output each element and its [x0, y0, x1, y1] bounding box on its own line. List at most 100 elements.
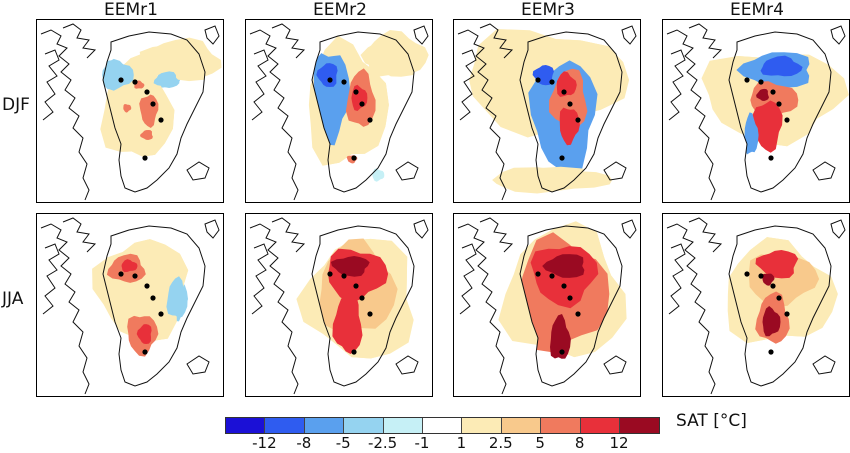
coastline: [812, 355, 836, 375]
anomaly-contour: [332, 292, 363, 354]
station-marker: [150, 101, 156, 107]
anomaly-map: [666, 23, 849, 201]
coastline: [621, 219, 637, 239]
station-marker: [367, 117, 373, 123]
coastline: [251, 49, 269, 121]
coastline: [830, 219, 846, 239]
station-marker: [567, 295, 573, 301]
coastline: [251, 243, 269, 315]
station-marker: [535, 271, 541, 277]
colorbar-tick-label: -12: [252, 434, 277, 452]
station-marker: [744, 77, 750, 83]
station-marker: [351, 155, 357, 161]
coastline: [102, 31, 206, 193]
coastline: [186, 355, 210, 375]
coastline: [830, 25, 846, 45]
station-marker: [158, 311, 164, 317]
anomaly-map: [666, 217, 846, 395]
coastline: [668, 49, 686, 121]
colorbar-swatch: [541, 418, 581, 433]
colorbar-title: SAT [°C]: [676, 411, 747, 431]
colorbar-tick-label: 2.5: [488, 434, 513, 452]
coastline: [249, 29, 299, 201]
coastline: [728, 225, 832, 387]
map-panel: [245, 19, 433, 203]
anomaly-contour: [140, 130, 153, 140]
coastline: [519, 31, 623, 193]
column-title-2: EEMr2: [313, 0, 367, 20]
map-panel: [453, 19, 641, 203]
colorbar-swatch: [462, 418, 502, 433]
coastline: [812, 161, 836, 181]
anomaly-contour: [542, 254, 585, 278]
station-marker: [768, 349, 774, 355]
station-marker: [150, 295, 156, 301]
column-title-3: EEMr3: [521, 0, 575, 20]
coastline: [311, 225, 415, 387]
station-marker: [549, 79, 555, 85]
column-title-1: EEMr1: [104, 0, 158, 20]
coastline: [688, 23, 723, 59]
coastline: [621, 25, 637, 45]
colorbar-swatch: [304, 418, 345, 433]
coastline: [42, 49, 60, 121]
station-marker: [575, 117, 581, 123]
station-marker: [758, 79, 764, 85]
station-marker: [327, 271, 333, 277]
column-title-4: EEMr4: [730, 0, 784, 20]
coastline: [457, 223, 507, 395]
coastline: [479, 217, 514, 253]
coastline: [40, 223, 90, 395]
station-marker: [561, 283, 567, 289]
colorbar-swatch: [226, 418, 266, 433]
colorbar-swatch: [344, 418, 384, 433]
station-marker: [144, 283, 150, 289]
station-marker: [158, 117, 164, 123]
coastline: [666, 223, 716, 395]
colorbar-tick-label: -2.5: [367, 434, 398, 452]
colorbar-swatch: [383, 418, 423, 433]
colorbar-tick-label: -1: [414, 434, 430, 452]
station-marker: [776, 101, 782, 107]
station-marker: [359, 295, 365, 301]
coastline: [459, 49, 477, 121]
map-panel: [662, 19, 850, 203]
station-marker: [535, 77, 541, 83]
station-marker: [132, 273, 138, 279]
row-label-jja: JJA: [2, 289, 24, 309]
station-marker: [744, 271, 750, 277]
station-marker: [784, 117, 790, 123]
station-marker: [142, 155, 148, 161]
coastline: [249, 223, 299, 395]
station-marker: [118, 77, 124, 83]
row-label-djf: DJF: [2, 95, 30, 115]
station-marker: [561, 89, 567, 95]
station-marker: [776, 295, 782, 301]
anomaly-contour: [166, 276, 188, 318]
coastline: [311, 31, 415, 193]
coastline: [728, 31, 832, 193]
colorbar-swatch: [265, 418, 305, 433]
anomaly-contour: [762, 306, 781, 337]
anomaly-map: [249, 217, 429, 395]
colorbar-tick-label: 12: [609, 434, 629, 452]
map-panel: [245, 213, 433, 397]
coastline: [479, 23, 514, 59]
station-marker: [559, 155, 565, 161]
station-marker: [341, 79, 347, 85]
station-marker: [341, 273, 347, 279]
coastline: [519, 225, 623, 387]
anomaly-contour: [372, 168, 385, 182]
anomaly-contour: [136, 324, 152, 344]
station-marker: [770, 283, 776, 289]
anomaly-contour: [752, 100, 783, 153]
station-marker: [367, 311, 373, 317]
colorbar-tick-label: -8: [296, 434, 312, 452]
colorbar-swatch: [619, 418, 660, 433]
station-marker: [770, 89, 776, 95]
anomaly-contour: [556, 71, 577, 97]
station-marker: [327, 77, 333, 83]
colorbar-tick-label: 8: [574, 434, 585, 452]
colorbar-tick-label: -5: [335, 434, 351, 452]
coastline: [666, 29, 716, 201]
